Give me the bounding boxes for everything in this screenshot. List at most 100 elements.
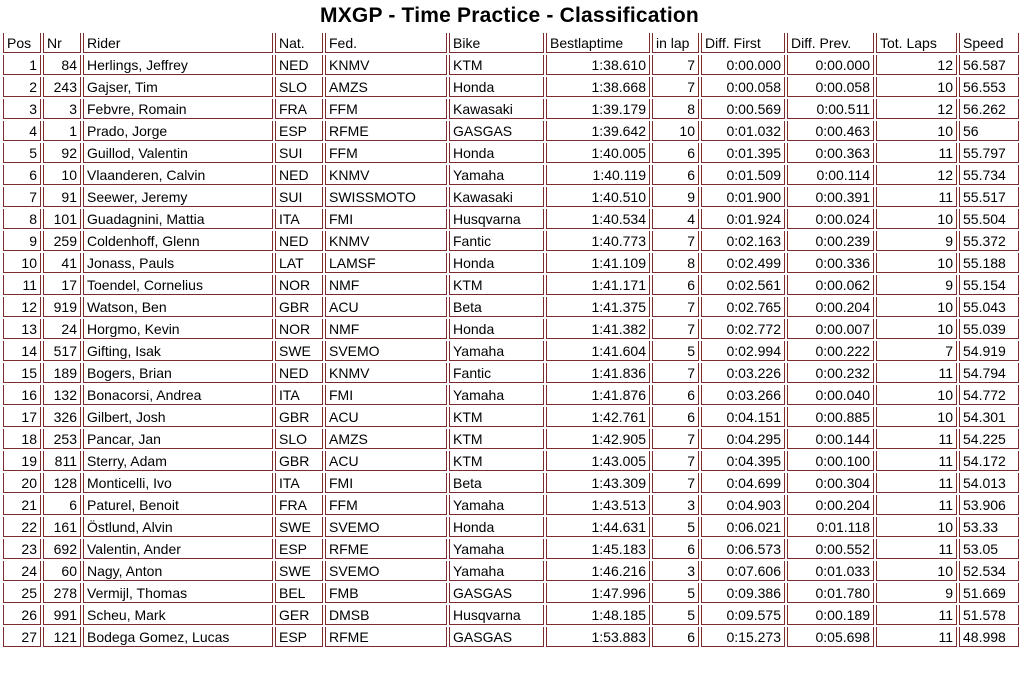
cell-pos: 20	[3, 473, 41, 493]
cell-bestlaptime: 1:45.183	[546, 539, 650, 559]
cell-in-lap: 5	[652, 517, 699, 537]
cell-rider: Horgmo, Kevin	[83, 319, 273, 339]
cell-fed: KNMV	[325, 165, 447, 185]
cell-speed: 55.372	[959, 231, 1019, 251]
cell-rider: Coldenhoff, Glenn	[83, 231, 273, 251]
cell-speed: 53.05	[959, 539, 1019, 559]
cell-fed: FFM	[325, 143, 447, 163]
cell-speed: 53.906	[959, 495, 1019, 515]
cell-rider: Gajser, Tim	[83, 77, 273, 97]
cell-bike: Beta	[449, 297, 544, 317]
cell-diff-first: 0:01.509	[701, 165, 785, 185]
cell-nr: 101	[43, 209, 81, 229]
cell-diff-first: 0:02.772	[701, 319, 785, 339]
cell-rider: Vlaanderen, Calvin	[83, 165, 273, 185]
cell-bike: KTM	[449, 275, 544, 295]
table-row: 4 1 Prado, Jorge ESP RFME GASGAS 1:39.642 10 0:0…	[3, 121, 1019, 141]
cell-speed: 55.517	[959, 187, 1019, 207]
cell-bestlaptime: 1:48.185	[546, 605, 650, 625]
cell-bestlaptime: 1:40.534	[546, 209, 650, 229]
cell-pos: 9	[3, 231, 41, 251]
cell-nr: 259	[43, 231, 81, 251]
cell-nat: NOR	[275, 319, 323, 339]
cell-speed: 54.013	[959, 473, 1019, 493]
cell-diff-first: 0:03.226	[701, 363, 785, 383]
cell-speed: 56.262	[959, 99, 1019, 119]
cell-fed: RFME	[325, 539, 447, 559]
cell-bike: KTM	[449, 55, 544, 75]
cell-pos: 11	[3, 275, 41, 295]
cell-tot-laps: 10	[876, 77, 957, 97]
cell-pos: 14	[3, 341, 41, 361]
column-header-fed: Fed.	[325, 33, 447, 53]
cell-nr: 41	[43, 253, 81, 273]
cell-diff-first: 0:01.032	[701, 121, 785, 141]
cell-pos: 25	[3, 583, 41, 603]
cell-in-lap: 7	[652, 55, 699, 75]
cell-tot-laps: 11	[876, 451, 957, 471]
cell-bike: GASGAS	[449, 121, 544, 141]
cell-fed: FMB	[325, 583, 447, 603]
cell-diff-prev: 0:00.391	[787, 187, 874, 207]
cell-nat: ESP	[275, 121, 323, 141]
cell-in-lap: 9	[652, 187, 699, 207]
cell-diff-first: 0:04.903	[701, 495, 785, 515]
cell-rider: Toendel, Cornelius	[83, 275, 273, 295]
cell-in-lap: 6	[652, 275, 699, 295]
cell-diff-first: 0:02.163	[701, 231, 785, 251]
table-row: 1 84 Herlings, Jeffrey NED KNMV KTM 1:38.610 7 0…	[3, 55, 1019, 75]
cell-bike: KTM	[449, 407, 544, 427]
cell-pos: 12	[3, 297, 41, 317]
cell-nat: ITA	[275, 473, 323, 493]
cell-in-lap: 7	[652, 231, 699, 251]
table-row: 26 991 Scheu, Mark GER DMSB Husqvarna 1:48.185…	[3, 605, 1019, 625]
cell-tot-laps: 10	[876, 209, 957, 229]
cell-bike: KTM	[449, 451, 544, 471]
table-body: 1 84 Herlings, Jeffrey NED KNMV KTM 1:38.610 7 0…	[3, 55, 1019, 647]
cell-pos: 5	[3, 143, 41, 163]
cell-tot-laps: 11	[876, 429, 957, 449]
cell-fed: RFME	[325, 627, 447, 647]
cell-diff-prev: 0:00.024	[787, 209, 874, 229]
cell-nr: 692	[43, 539, 81, 559]
cell-in-lap: 7	[652, 77, 699, 97]
cell-tot-laps: 11	[876, 627, 957, 647]
cell-tot-laps: 9	[876, 231, 957, 251]
cell-speed: 55.504	[959, 209, 1019, 229]
cell-pos: 27	[3, 627, 41, 647]
cell-tot-laps: 10	[876, 517, 957, 537]
cell-fed: AMZS	[325, 429, 447, 449]
cell-diff-first: 0:15.273	[701, 627, 785, 647]
cell-bestlaptime: 1:39.179	[546, 99, 650, 119]
cell-pos: 10	[3, 253, 41, 273]
cell-tot-laps: 10	[876, 253, 957, 273]
cell-fed: NMF	[325, 275, 447, 295]
cell-bestlaptime: 1:39.642	[546, 121, 650, 141]
cell-rider: Bonacorsi, Andrea	[83, 385, 273, 405]
cell-diff-first: 0:03.266	[701, 385, 785, 405]
cell-rider: Nagy, Anton	[83, 561, 273, 581]
cell-bestlaptime: 1:40.510	[546, 187, 650, 207]
table-row: 20 128 Monticelli, Ivo ITA FMI Beta 1:43.309 7 0…	[3, 473, 1019, 493]
table-row: 5 92 Guillod, Valentin SUI FFM Honda 1:40.005 6…	[3, 143, 1019, 163]
cell-bike: Kawasaki	[449, 99, 544, 119]
cell-pos: 13	[3, 319, 41, 339]
cell-in-lap: 6	[652, 143, 699, 163]
cell-nr: 60	[43, 561, 81, 581]
cell-nat: NED	[275, 363, 323, 383]
cell-diff-first: 0:02.765	[701, 297, 785, 317]
cell-speed: 54.772	[959, 385, 1019, 405]
column-header-nr: Nr	[43, 33, 81, 53]
cell-rider: Monticelli, Ivo	[83, 473, 273, 493]
column-header-diff-prev: Diff. Prev.	[787, 33, 874, 53]
cell-bestlaptime: 1:47.996	[546, 583, 650, 603]
cell-nr: 24	[43, 319, 81, 339]
cell-bestlaptime: 1:41.876	[546, 385, 650, 405]
cell-bestlaptime: 1:41.171	[546, 275, 650, 295]
table-row: 9 259 Coldenhoff, Glenn NED KNMV Fantic 1:40.7…	[3, 231, 1019, 251]
cell-bike: Honda	[449, 319, 544, 339]
cell-pos: 1	[3, 55, 41, 75]
table-row: 2 243 Gajser, Tim SLO AMZS Honda 1:38.668 7 0:00…	[3, 77, 1019, 97]
cell-rider: Scheu, Mark	[83, 605, 273, 625]
